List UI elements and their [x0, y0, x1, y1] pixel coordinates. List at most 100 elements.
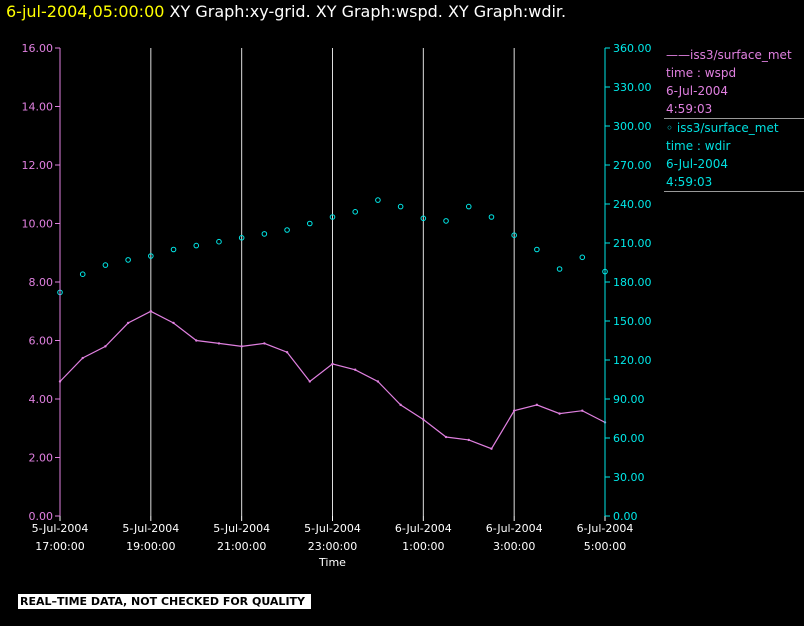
- wdir-data-point: [329, 214, 336, 220]
- x-tick-time: 17:00:00: [35, 540, 84, 553]
- x-tick-date: 5-Jul-2004: [213, 522, 270, 535]
- x-tick-date: 6-Jul-2004: [486, 522, 543, 535]
- y-right-tick-label: 300.00: [613, 120, 652, 133]
- wspd-data-point: [149, 310, 153, 313]
- y-right-tick-label: 90.00: [613, 393, 645, 406]
- x-tick-time: 3:00:00: [493, 540, 535, 553]
- x-tick-time: 1:00:00: [402, 540, 444, 553]
- wdir-data-point: [443, 218, 449, 224]
- legend-divider: [664, 118, 804, 119]
- legend-series-name: iss3/surface_met: [690, 48, 792, 62]
- wdir-data-point: [102, 262, 109, 268]
- wdir-data-point: [397, 203, 404, 210]
- wspd-data-point: [81, 356, 84, 360]
- legend: ——iss3/surface_met time : wspd 6-Jul-200…: [664, 46, 804, 192]
- wspd-data-point: [354, 368, 357, 371]
- wspd-data-point: [195, 339, 198, 342]
- x-tick-date: 5-Jul-2004: [122, 522, 179, 535]
- wdir-data-point: [534, 246, 540, 253]
- y-right-tick-label: 60.00: [613, 432, 645, 445]
- wspd-data-point: [490, 447, 493, 450]
- y-left-tick-label: 16.00: [22, 42, 54, 55]
- wdir-data-point: [125, 257, 131, 263]
- wspd-data-point: [467, 438, 470, 442]
- wspd-data-point: [331, 362, 334, 366]
- legend-time: 4:59:03: [666, 175, 713, 189]
- legend-entry-wdir: ◦ iss3/surface_met time : wdir 6-Jul-200…: [664, 119, 804, 191]
- title-graphs: XY Graph:xy-grid. XY Graph:wspd. XY Grap…: [169, 2, 567, 21]
- wdir-data-point: [261, 231, 268, 237]
- series-layer: [57, 197, 608, 450]
- wspd-data-point: [581, 409, 584, 412]
- wspd-data-point: [512, 409, 516, 412]
- wdir-data-point: [284, 227, 290, 233]
- wdir-data-point: [170, 246, 177, 253]
- wdir-data-point: [511, 232, 517, 238]
- legend-divider: [664, 191, 804, 192]
- y-left-tick-label: 12.00: [22, 159, 54, 172]
- wdir-data-point: [238, 235, 245, 241]
- x-tick-date: 6-Jul-2004: [577, 522, 634, 535]
- x-tick-time: 19:00:00: [126, 540, 175, 553]
- y-right-tick-label: 180.00: [613, 276, 652, 289]
- wspd-data-point: [422, 418, 425, 421]
- y-left-tick-label: 10.00: [22, 218, 54, 231]
- wspd-data-point: [444, 435, 448, 439]
- wspd-data-point: [308, 380, 311, 383]
- grid-layer: [150, 48, 515, 516]
- wdir-data-point: [420, 215, 427, 222]
- wspd-data-point: [535, 403, 539, 407]
- y-right-tick-label: 0.00: [613, 510, 638, 523]
- legend-circle-marker: ◦: [666, 121, 674, 135]
- x-tick-date: 5-Jul-2004: [304, 522, 361, 535]
- wspd-data-point: [376, 380, 380, 383]
- legend-line-marker: ——: [666, 48, 690, 62]
- legend-variable: time : wspd: [666, 66, 737, 80]
- wspd-data-point: [558, 412, 561, 415]
- x-tick-date: 6-Jul-2004: [395, 522, 452, 535]
- wdir-data-point: [306, 220, 313, 227]
- y-left-tick-label: 14.00: [22, 101, 54, 114]
- y-right-tick-label: 30.00: [613, 471, 645, 484]
- wspd-data-point: [104, 345, 107, 348]
- wdir-data-point: [375, 197, 381, 203]
- y-right-tick-label: 360.00: [613, 42, 652, 55]
- legend-time: 4:59:03: [666, 102, 713, 116]
- y-right-tick-label: 150.00: [613, 315, 652, 328]
- wspd-data-point: [399, 403, 402, 407]
- wdir-data-point: [193, 242, 200, 249]
- chart-title: 6-jul-2004,05:00:00 XY Graph:xy-grid. XY…: [6, 2, 566, 21]
- wdir-data-point: [556, 266, 563, 272]
- y-left-tick-label: 6.00: [29, 335, 54, 348]
- legend-variable: time : wdir: [666, 139, 731, 153]
- legend-series-name: iss3/surface_met: [676, 121, 779, 135]
- x-tick-time: 21:00:00: [217, 540, 266, 553]
- title-date: 6-jul-2004,05:00:00: [6, 2, 165, 21]
- wdir-data-point: [579, 254, 586, 261]
- wdir-data-point: [79, 271, 86, 278]
- y-right-tick-label: 270.00: [613, 159, 652, 172]
- x-tick-time: 23:00:00: [308, 540, 357, 553]
- wspd-data-point: [217, 342, 221, 345]
- y-right-tick-label: 240.00: [613, 198, 652, 211]
- wspd-data-point: [126, 321, 130, 325]
- wdir-data-point: [352, 209, 359, 215]
- y-left-tick-label: 4.00: [29, 393, 54, 406]
- wspd-data-point: [285, 351, 289, 354]
- axis-layer: 5-Jul-2004 17:00:00 5-Jul-2004 19:00:00 5-Ju…: [22, 42, 652, 569]
- legend-date: 6-Jul-2004: [666, 84, 728, 98]
- quality-disclaimer: REAL–TIME DATA, NOT CHECKED FOR QUALITY: [18, 594, 312, 609]
- legend-date: 6-Jul-2004: [666, 157, 728, 171]
- wdir-data-point: [488, 214, 495, 220]
- wspd-data-point: [172, 321, 175, 325]
- x-tick-date: 5-Jul-2004: [32, 522, 89, 535]
- y-left-tick-label: 0.00: [29, 510, 54, 523]
- wdir-data-point: [148, 253, 154, 259]
- x-axis-label: Time: [318, 556, 346, 569]
- y-right-tick-label: 210.00: [613, 237, 652, 250]
- y-left-tick-label: 2.00: [29, 452, 54, 465]
- x-tick-time: 5:00:00: [584, 540, 626, 553]
- wspd-data-point: [263, 342, 266, 345]
- y-right-tick-label: 330.00: [613, 81, 652, 94]
